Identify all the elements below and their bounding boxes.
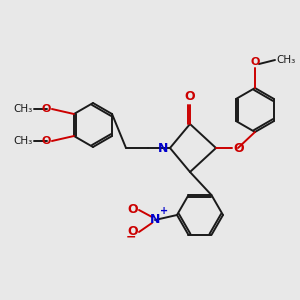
Text: O: O: [42, 136, 51, 146]
Text: CH₃: CH₃: [14, 136, 33, 146]
Text: CH₃: CH₃: [276, 55, 295, 65]
Text: N: N: [158, 142, 168, 154]
Text: N: N: [150, 214, 160, 226]
Text: O: O: [233, 142, 244, 154]
Text: O: O: [42, 104, 51, 114]
Text: O: O: [128, 226, 138, 238]
Text: O: O: [128, 203, 138, 217]
Text: −: −: [126, 230, 136, 244]
Text: +: +: [160, 206, 168, 216]
Text: O: O: [185, 90, 195, 103]
Text: CH₃: CH₃: [14, 104, 33, 114]
Text: O: O: [250, 57, 260, 67]
